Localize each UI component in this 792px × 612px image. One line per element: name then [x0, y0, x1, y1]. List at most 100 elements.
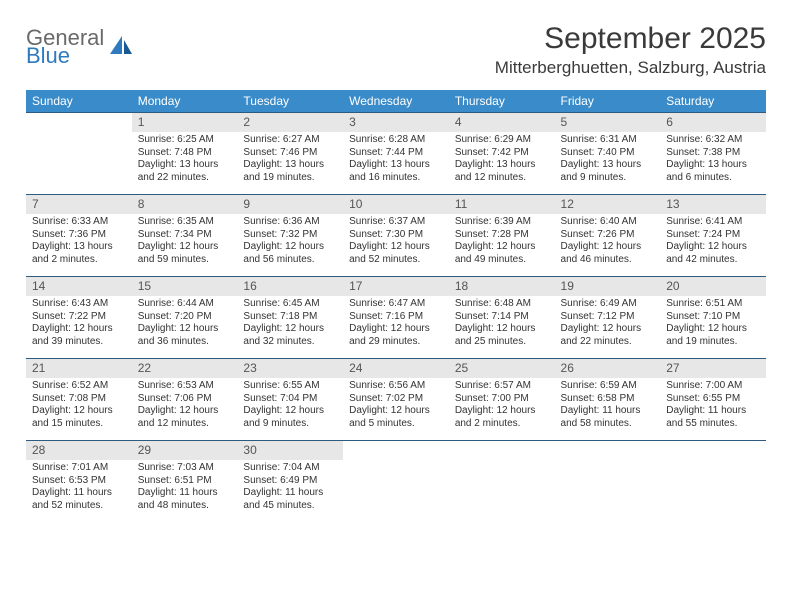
- day-header: Friday: [555, 90, 661, 113]
- sunrise-line: Sunrise: 6:40 AM: [561, 216, 655, 229]
- calendar-cell: 4Sunrise: 6:29 AMSunset: 7:42 PMDaylight…: [449, 113, 555, 195]
- day-details: Sunrise: 6:40 AMSunset: 7:26 PMDaylight:…: [555, 214, 661, 272]
- day-number: 10: [343, 195, 449, 214]
- daylight-line: Daylight: 12 hours and 19 minutes.: [666, 323, 760, 348]
- day-details: Sunrise: 6:41 AMSunset: 7:24 PMDaylight:…: [660, 214, 766, 272]
- sunset-line: Sunset: 7:28 PM: [455, 229, 549, 242]
- day-number: 2: [237, 113, 343, 132]
- day-number: 15: [132, 277, 238, 296]
- day-details: [555, 445, 661, 453]
- sunset-line: Sunset: 7:40 PM: [561, 147, 655, 160]
- day-details: Sunrise: 7:01 AMSunset: 6:53 PMDaylight:…: [26, 460, 132, 518]
- daylight-line: Daylight: 12 hours and 15 minutes.: [32, 405, 126, 430]
- sunset-line: Sunset: 7:20 PM: [138, 311, 232, 324]
- calendar-cell: 2 Sunrise: 6:27 AMSunset: 7:46 PMDaylight…: [237, 113, 343, 195]
- daylight-line: Daylight: 13 hours and 6 minutes.: [666, 159, 760, 184]
- day-header: Monday: [132, 90, 238, 113]
- calendar-cell: [343, 441, 449, 523]
- sunrise-line: Sunrise: 6:49 AM: [561, 298, 655, 311]
- calendar-cell: 5Sunrise: 6:31 AMSunset: 7:40 PMDaylight…: [555, 113, 661, 195]
- day-number: 19: [555, 277, 661, 296]
- daylight-line: Daylight: 13 hours and 22 minutes.: [138, 159, 232, 184]
- calendar-cell: [660, 441, 766, 523]
- day-number: 7: [26, 195, 132, 214]
- daylight-line: Daylight: 13 hours and 16 minutes.: [349, 159, 443, 184]
- sunrise-line: Sunrise: 6:27 AM: [243, 134, 337, 147]
- calendar-cell: [555, 441, 661, 523]
- sunrise-line: Sunrise: 6:28 AM: [349, 134, 443, 147]
- sunset-line: Sunset: 7:46 PM: [243, 147, 337, 160]
- sunset-line: Sunset: 7:48 PM: [138, 147, 232, 160]
- sunrise-line: Sunrise: 6:52 AM: [32, 380, 126, 393]
- day-number: 21: [26, 359, 132, 378]
- calendar-cell: 11Sunrise: 6:39 AMSunset: 7:28 PMDayligh…: [449, 195, 555, 277]
- day-details: Sunrise: 6:29 AMSunset: 7:42 PMDaylight:…: [449, 132, 555, 190]
- sunrise-line: Sunrise: 6:53 AM: [138, 380, 232, 393]
- sunrise-line: Sunrise: 7:04 AM: [243, 462, 337, 475]
- sunset-line: Sunset: 7:04 PM: [243, 393, 337, 406]
- daylight-line: Daylight: 12 hours and 56 minutes.: [243, 241, 337, 266]
- sunrise-line: Sunrise: 6:25 AM: [138, 134, 232, 147]
- day-number: 13: [660, 195, 766, 214]
- day-details: Sunrise: 6:25 AMSunset: 7:48 PMDaylight:…: [132, 132, 238, 190]
- sunset-line: Sunset: 7:34 PM: [138, 229, 232, 242]
- sunset-line: Sunset: 7:38 PM: [666, 147, 760, 160]
- sunrise-line: Sunrise: 6:56 AM: [349, 380, 443, 393]
- day-details: Sunrise: 6:31 AMSunset: 7:40 PMDaylight:…: [555, 132, 661, 190]
- daylight-line: Daylight: 13 hours and 12 minutes.: [455, 159, 549, 184]
- calendar-cell: 21Sunrise: 6:52 AMSunset: 7:08 PMDayligh…: [26, 359, 132, 441]
- day-number: 6: [660, 113, 766, 132]
- sunset-line: Sunset: 7:06 PM: [138, 393, 232, 406]
- day-details: Sunrise: 6:43 AMSunset: 7:22 PMDaylight:…: [26, 296, 132, 354]
- daylight-line: Daylight: 12 hours and 12 minutes.: [138, 405, 232, 430]
- sunset-line: Sunset: 7:36 PM: [32, 229, 126, 242]
- sunset-line: Sunset: 7:44 PM: [349, 147, 443, 160]
- daylight-line: Daylight: 13 hours and 19 minutes.: [243, 159, 337, 184]
- day-header-row: SundayMondayTuesdayWednesdayThursdayFrid…: [26, 90, 766, 113]
- sunrise-line: Sunrise: 7:00 AM: [666, 380, 760, 393]
- daylight-line: Daylight: 12 hours and 42 minutes.: [666, 241, 760, 266]
- sunrise-line: Sunrise: 6:31 AM: [561, 134, 655, 147]
- sunrise-line: Sunrise: 6:36 AM: [243, 216, 337, 229]
- sunrise-line: Sunrise: 6:55 AM: [243, 380, 337, 393]
- day-number: 11: [449, 195, 555, 214]
- logo: General Blue: [26, 28, 134, 66]
- day-header: Saturday: [660, 90, 766, 113]
- sunset-line: Sunset: 7:22 PM: [32, 311, 126, 324]
- sunrise-line: Sunrise: 6:44 AM: [138, 298, 232, 311]
- daylight-line: Daylight: 11 hours and 52 minutes.: [32, 487, 126, 512]
- sunset-line: Sunset: 7:00 PM: [455, 393, 549, 406]
- day-details: Sunrise: 6:52 AMSunset: 7:08 PMDaylight:…: [26, 378, 132, 436]
- day-details: Sunrise: 6:48 AMSunset: 7:14 PMDaylight:…: [449, 296, 555, 354]
- day-details: Sunrise: 6:47 AMSunset: 7:16 PMDaylight:…: [343, 296, 449, 354]
- day-details: Sunrise: 6:32 AMSunset: 7:38 PMDaylight:…: [660, 132, 766, 190]
- header: General Blue September 2025 Mitterberghu…: [26, 22, 766, 78]
- calendar-cell: 30Sunrise: 7:04 AMSunset: 6:49 PMDayligh…: [237, 441, 343, 523]
- calendar-table: SundayMondayTuesdayWednesdayThursdayFrid…: [26, 90, 766, 523]
- calendar-cell: 27Sunrise: 7:00 AMSunset: 6:55 PMDayligh…: [660, 359, 766, 441]
- sunset-line: Sunset: 7:02 PM: [349, 393, 443, 406]
- calendar-cell: 6Sunrise: 6:32 AMSunset: 7:38 PMDaylight…: [660, 113, 766, 195]
- day-number: 8: [132, 195, 238, 214]
- calendar-cell: 23Sunrise: 6:55 AMSunset: 7:04 PMDayligh…: [237, 359, 343, 441]
- sunrise-line: Sunrise: 6:47 AM: [349, 298, 443, 311]
- sunrise-line: Sunrise: 6:48 AM: [455, 298, 549, 311]
- day-details: Sunrise: 6:53 AMSunset: 7:06 PMDaylight:…: [132, 378, 238, 436]
- day-details: Sunrise: 6:59 AMSunset: 6:58 PMDaylight:…: [555, 378, 661, 436]
- sunset-line: Sunset: 6:55 PM: [666, 393, 760, 406]
- sunset-line: Sunset: 7:16 PM: [349, 311, 443, 324]
- daylight-line: Daylight: 11 hours and 48 minutes.: [138, 487, 232, 512]
- daylight-line: Daylight: 13 hours and 9 minutes.: [561, 159, 655, 184]
- sunset-line: Sunset: 7:32 PM: [243, 229, 337, 242]
- daylight-line: Daylight: 12 hours and 49 minutes.: [455, 241, 549, 266]
- calendar-cell: 10Sunrise: 6:37 AMSunset: 7:30 PMDayligh…: [343, 195, 449, 277]
- day-number: 14: [26, 277, 132, 296]
- daylight-line: Daylight: 12 hours and 52 minutes.: [349, 241, 443, 266]
- calendar-cell: 22Sunrise: 6:53 AMSunset: 7:06 PMDayligh…: [132, 359, 238, 441]
- sail-icon: [108, 34, 134, 56]
- day-details: Sunrise: 6:37 AMSunset: 7:30 PMDaylight:…: [343, 214, 449, 272]
- sunrise-line: Sunrise: 6:43 AM: [32, 298, 126, 311]
- day-number: 1: [132, 113, 238, 132]
- calendar-cell: [449, 441, 555, 523]
- day-number: 28: [26, 441, 132, 460]
